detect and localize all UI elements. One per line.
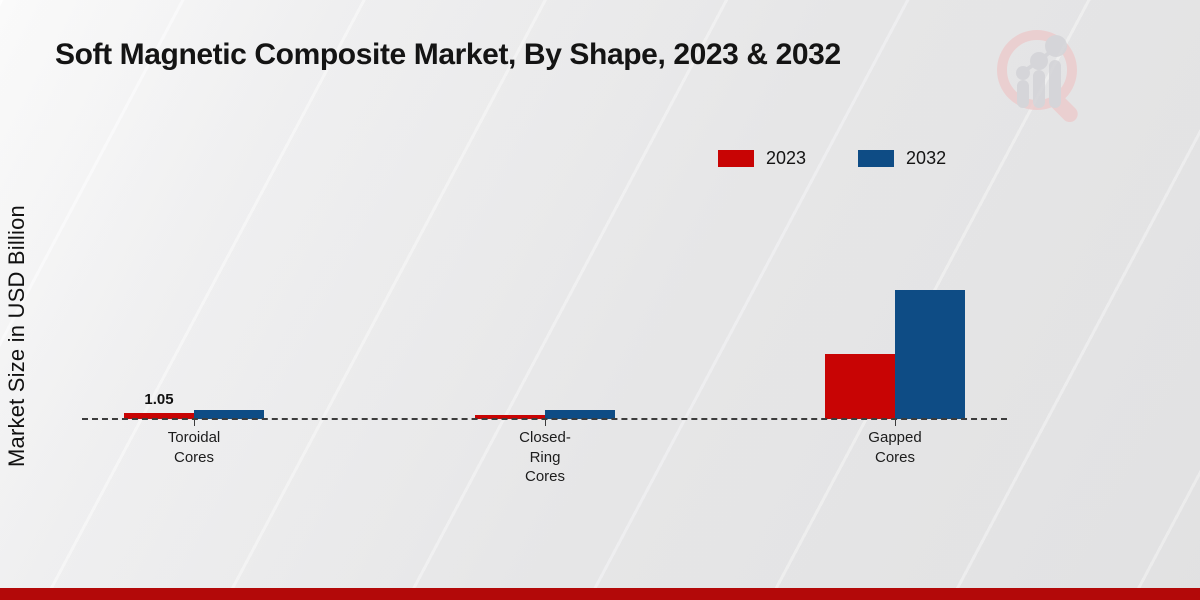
bar-group-toroidal-cores: 1.05 Toroidal Cores (123, 0, 265, 600)
bar-pair (824, 290, 966, 419)
bar-value-label: 1.05 (144, 391, 174, 408)
legend-label-2023: 2023 (766, 148, 807, 168)
legend-item-2032: 2032 (858, 148, 946, 169)
bar-2032-toroidal-cores (194, 410, 264, 419)
x-axis-baseline (82, 418, 1007, 420)
axis-tick (895, 419, 896, 426)
bar-group-gapped-cores: Gapped Cores (824, 0, 966, 600)
footer-red-bar (0, 588, 1200, 600)
category-label: Closed-Ring Cores (519, 429, 571, 485)
axis-tick (545, 419, 546, 426)
bar-group-closed-ring-cores: Closed-Ring Cores (474, 0, 616, 600)
chart-title: Soft Magnetic Composite Market, By Shape… (55, 38, 841, 71)
category-label: Toroidal Cores (167, 429, 221, 466)
bar-2023-gapped-cores (825, 354, 895, 419)
bar-pair (474, 410, 616, 419)
legend: 2023 2032 (718, 148, 946, 169)
bar-2032-gapped-cores (895, 290, 965, 419)
legend-item-2023: 2023 (718, 148, 806, 169)
category-label: Gapped Cores (868, 429, 922, 466)
axis-tick (194, 419, 195, 426)
bar-pair: 1.05 (123, 391, 265, 419)
magnifier-bar-chart-logo-icon (997, 30, 1078, 122)
legend-swatch-2023 (718, 150, 754, 167)
bar-2023-closed-ring-cores (475, 415, 545, 419)
legend-swatch-2032 (858, 150, 895, 167)
bar-2023-toroidal-cores: 1.05 (124, 391, 194, 419)
bar-2032-closed-ring-cores (545, 410, 615, 419)
legend-label-2032: 2032 (906, 148, 947, 168)
